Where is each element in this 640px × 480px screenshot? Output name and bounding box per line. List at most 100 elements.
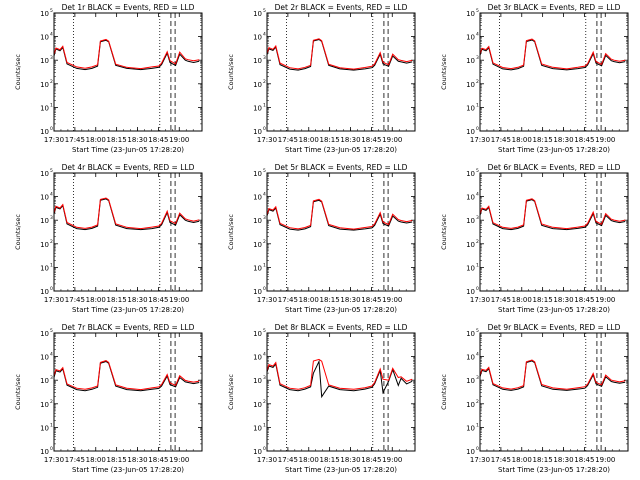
x-tick-label: 17:30	[44, 136, 64, 144]
x-tick-label: 17:45	[65, 456, 85, 464]
y-tick-label: 10	[253, 354, 262, 362]
x-tick-label: 19:00	[382, 136, 402, 144]
x-axis-label: Start Time (23-Jun-05 17:28:20)	[285, 306, 397, 314]
y-axis-label: Counts/sec	[14, 214, 22, 250]
x-tick-label: 17:30	[44, 456, 64, 464]
y-tick-label: 10	[466, 424, 475, 432]
y-tick-exponent: 5	[263, 8, 266, 14]
y-tick-label: 10	[253, 448, 262, 456]
y-tick-exponent: 4	[263, 32, 266, 38]
y-tick-label: 10	[253, 264, 262, 272]
y-tick-exponent: 5	[50, 328, 53, 334]
y-tick-exponent: 2	[476, 239, 479, 245]
y-tick-exponent: 5	[263, 168, 266, 174]
y-tick-label: 10	[253, 34, 262, 42]
y-tick-label: 10	[40, 217, 49, 225]
y-tick-exponent: 3	[476, 375, 479, 381]
plot-frame	[53, 172, 203, 292]
x-tick-label: 18:45	[574, 456, 594, 464]
series-line-lld	[266, 38, 413, 70]
y-tick-exponent: 3	[476, 55, 479, 61]
x-tick-label: 18:00	[299, 136, 319, 144]
y-tick-exponent: 1	[50, 422, 53, 428]
x-tick-label: 17:30	[257, 136, 277, 144]
y-tick-exponent: 2	[263, 79, 266, 85]
y-tick-exponent: 5	[476, 168, 479, 174]
y-tick-exponent: 4	[476, 352, 479, 358]
x-tick-label: 17:45	[278, 456, 298, 464]
y-tick-exponent: 5	[476, 328, 479, 334]
x-tick-label: 18:00	[512, 136, 532, 144]
y-tick-label: 10	[253, 217, 262, 225]
x-tick-label: 17:45	[491, 296, 511, 304]
y-tick-label: 10	[466, 377, 475, 385]
x-tick-label: 17:30	[470, 296, 490, 304]
detector-panel: Det 9r BLACK = Events, RED = LLD Counts/s…	[440, 323, 629, 474]
x-tick-label: 17:45	[65, 296, 85, 304]
x-axis-label: Start Time (23-Jun-05 17:28:20)	[72, 146, 184, 154]
x-tick-label: 18:30	[127, 136, 147, 144]
series-line-events	[53, 360, 200, 392]
panel-title: Det 1r BLACK = Events, RED = LLD	[62, 3, 195, 12]
y-tick-exponent: 1	[263, 422, 266, 428]
x-tick-label: 18:15	[320, 136, 340, 144]
y-tick-exponent: 2	[476, 399, 479, 405]
series-line-lld	[479, 359, 626, 390]
panel-title: Det 6r BLACK = Events, RED = LLD	[488, 163, 621, 172]
x-tick-label: 17:45	[491, 136, 511, 144]
x-tick-label: 18:00	[86, 136, 106, 144]
detector-panel: Det 5r BLACK = Events, RED = LLD Counts/s…	[227, 163, 416, 314]
x-tick-label: 17:45	[278, 296, 298, 304]
y-tick-exponent: 0	[263, 286, 266, 292]
x-tick-label: 18:15	[107, 296, 127, 304]
plot-frame	[266, 12, 416, 132]
y-tick-label: 10	[253, 81, 262, 89]
y-tick-label: 10	[466, 194, 475, 202]
y-tick-label: 10	[253, 57, 262, 65]
y-tick-exponent: 3	[50, 215, 53, 221]
y-tick-label: 10	[253, 330, 262, 338]
detector-panel: Det 2r BLACK = Events, RED = LLD Counts/s…	[227, 3, 416, 154]
x-axis-label: Start Time (23-Jun-05 17:28:20)	[72, 306, 184, 314]
plot-frame	[479, 172, 629, 292]
x-tick-label: 18:00	[512, 456, 532, 464]
x-tick-label: 18:45	[148, 136, 168, 144]
y-tick-exponent: 0	[476, 446, 479, 452]
x-tick-label: 19:00	[382, 296, 402, 304]
x-axis-label: Start Time (23-Jun-05 17:28:20)	[285, 466, 397, 474]
panel-title: Det 9r BLACK = Events, RED = LLD	[488, 323, 621, 332]
y-tick-exponent: 2	[263, 239, 266, 245]
x-tick-label: 17:30	[470, 136, 490, 144]
y-tick-label: 10	[466, 241, 475, 249]
series-line-lld	[266, 358, 413, 390]
series-line-lld	[479, 198, 626, 230]
plot-frame	[266, 172, 416, 292]
x-tick-label: 17:30	[44, 296, 64, 304]
y-tick-exponent: 4	[263, 352, 266, 358]
y-tick-label: 10	[40, 241, 49, 249]
x-tick-label: 19:00	[169, 296, 189, 304]
x-tick-label: 18:30	[553, 456, 573, 464]
y-tick-exponent: 5	[50, 168, 53, 174]
series-line-lld	[479, 38, 626, 70]
x-tick-label: 18:00	[86, 296, 106, 304]
y-tick-exponent: 2	[50, 239, 53, 245]
y-tick-exponent: 3	[263, 375, 266, 381]
series-line-events	[53, 198, 200, 231]
y-tick-label: 10	[253, 170, 262, 178]
x-axis-label: Start Time (23-Jun-05 17:28:20)	[498, 306, 610, 314]
y-tick-exponent: 5	[50, 8, 53, 14]
x-tick-label: 19:00	[595, 456, 615, 464]
y-axis-label: Counts/sec	[14, 374, 22, 410]
y-tick-exponent: 1	[263, 102, 266, 108]
y-tick-exponent: 0	[476, 286, 479, 292]
plot-frame	[53, 332, 203, 452]
panel-title: Det 8r BLACK = Events, RED = LLD	[275, 323, 408, 332]
x-tick-label: 18:30	[127, 296, 147, 304]
x-tick-label: 18:30	[340, 456, 360, 464]
y-tick-label: 10	[466, 81, 475, 89]
y-tick-exponent: 1	[476, 102, 479, 108]
x-tick-label: 18:30	[553, 296, 573, 304]
